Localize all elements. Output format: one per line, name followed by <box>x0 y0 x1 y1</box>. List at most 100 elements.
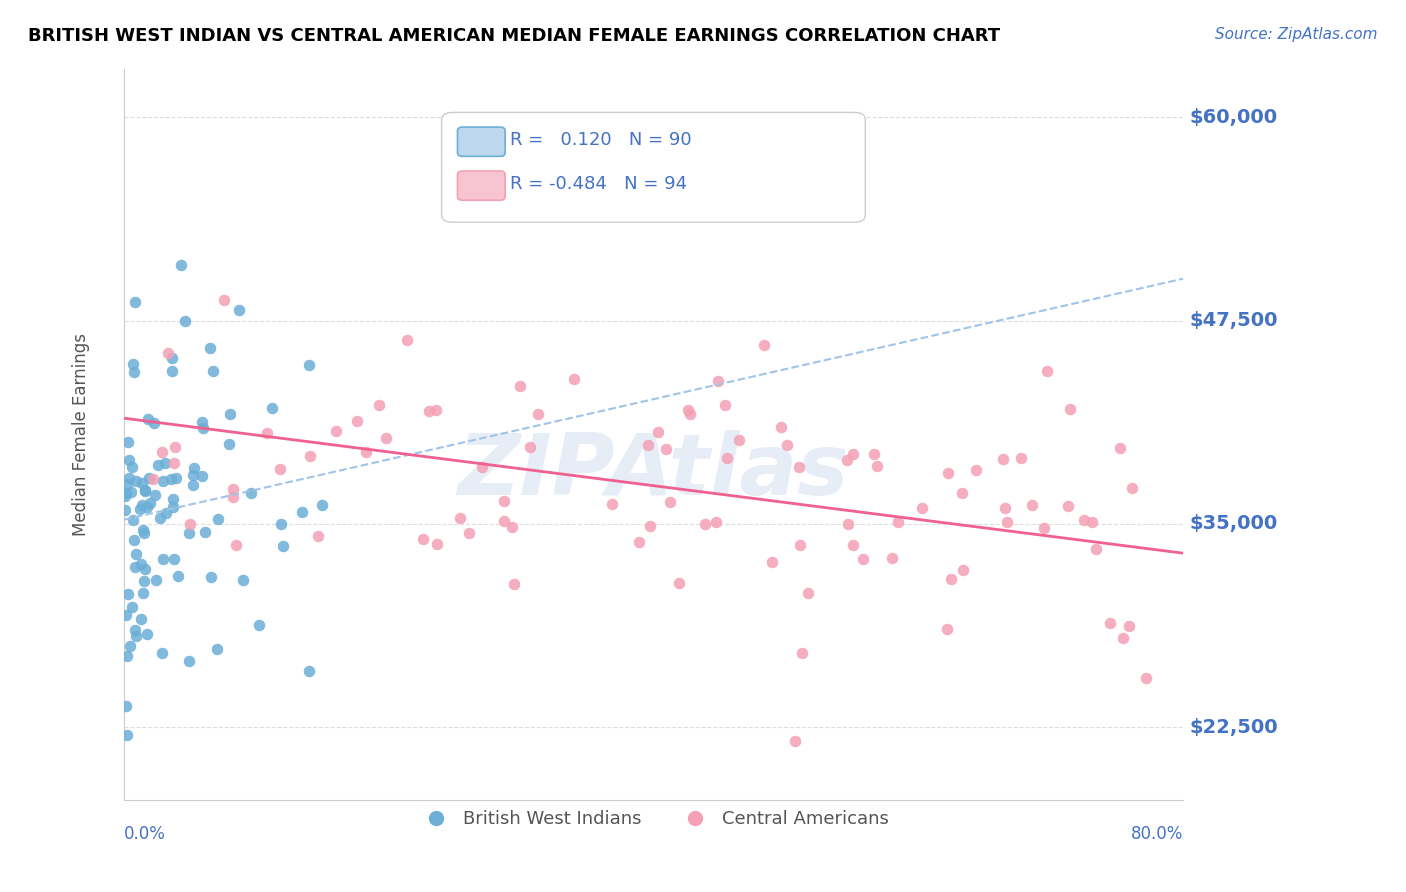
Point <box>714 398 737 412</box>
Point <box>139 496 162 510</box>
Point <box>115 485 138 500</box>
Point <box>426 537 449 551</box>
Point <box>128 502 150 516</box>
Point <box>950 485 973 500</box>
Point <box>852 551 875 566</box>
Point <box>181 478 204 492</box>
Point <box>121 513 143 527</box>
Text: Median Female Earnings: Median Female Earnings <box>73 333 90 536</box>
Point <box>120 485 142 500</box>
Point <box>183 460 205 475</box>
Point <box>207 512 229 526</box>
Point <box>170 259 193 273</box>
Point <box>1111 632 1133 646</box>
Point <box>562 372 585 386</box>
Point <box>396 333 419 347</box>
Point <box>637 438 659 452</box>
Point <box>716 450 738 465</box>
Point <box>374 431 396 445</box>
Point <box>882 551 904 566</box>
Point <box>769 420 792 434</box>
Point <box>638 519 661 533</box>
Point <box>181 467 204 482</box>
Point <box>114 502 136 516</box>
Point <box>503 576 526 591</box>
Point <box>965 463 987 477</box>
FancyBboxPatch shape <box>457 171 505 201</box>
Point <box>134 484 156 499</box>
Point <box>122 533 145 547</box>
Point <box>162 492 184 507</box>
Point <box>412 532 434 546</box>
Point <box>1033 521 1056 535</box>
Point <box>165 471 187 485</box>
Point <box>152 552 174 566</box>
Point <box>117 649 139 664</box>
Point <box>298 449 321 463</box>
Point <box>785 734 807 748</box>
Point <box>143 488 166 502</box>
Point <box>179 516 201 531</box>
Point <box>121 460 143 475</box>
Point <box>269 462 291 476</box>
Point <box>138 471 160 485</box>
Point <box>789 460 811 475</box>
Point <box>160 472 183 486</box>
Point <box>654 442 676 457</box>
Point <box>887 515 910 529</box>
Point <box>346 414 368 428</box>
Point <box>291 505 314 519</box>
Point <box>658 495 681 509</box>
Point <box>212 293 235 307</box>
Point <box>160 364 183 378</box>
Point <box>118 453 141 467</box>
Point <box>418 404 440 418</box>
Point <box>991 452 1014 467</box>
Point <box>221 482 243 496</box>
Point <box>200 570 222 584</box>
Point <box>166 569 188 583</box>
Point <box>492 514 515 528</box>
Point <box>789 538 811 552</box>
Text: Source: ZipAtlas.com: Source: ZipAtlas.com <box>1215 27 1378 42</box>
Point <box>298 664 321 678</box>
Point <box>1057 499 1080 513</box>
Point <box>307 529 329 543</box>
Point <box>191 420 214 434</box>
Text: R = -0.484   N = 94: R = -0.484 N = 94 <box>510 175 688 194</box>
Point <box>165 440 187 454</box>
Point <box>163 457 186 471</box>
Point <box>509 379 531 393</box>
Point <box>132 586 155 600</box>
Point <box>647 425 669 440</box>
Text: ZIPAtlas: ZIPAtlas <box>457 430 849 513</box>
Point <box>134 562 156 576</box>
Point <box>494 493 516 508</box>
Point <box>124 365 146 379</box>
Point <box>1010 451 1032 466</box>
Point <box>136 500 159 514</box>
Point <box>271 539 294 553</box>
Legend: British West Indians, Central Americans: British West Indians, Central Americans <box>411 803 897 835</box>
Point <box>842 538 865 552</box>
Point <box>1059 402 1081 417</box>
Point <box>866 458 889 473</box>
Point <box>449 511 471 525</box>
Point <box>132 523 155 537</box>
Point <box>752 338 775 352</box>
Point <box>247 618 270 632</box>
Point <box>173 314 195 328</box>
Point <box>177 654 200 668</box>
Point <box>134 483 156 497</box>
Point <box>142 416 165 430</box>
Point <box>114 489 136 503</box>
Point <box>149 511 172 525</box>
Point <box>1073 513 1095 527</box>
Point <box>136 412 159 426</box>
Point <box>256 426 278 441</box>
Point <box>132 574 155 588</box>
Point <box>837 516 859 531</box>
Point <box>117 587 139 601</box>
Point <box>191 415 214 429</box>
Point <box>132 526 155 541</box>
